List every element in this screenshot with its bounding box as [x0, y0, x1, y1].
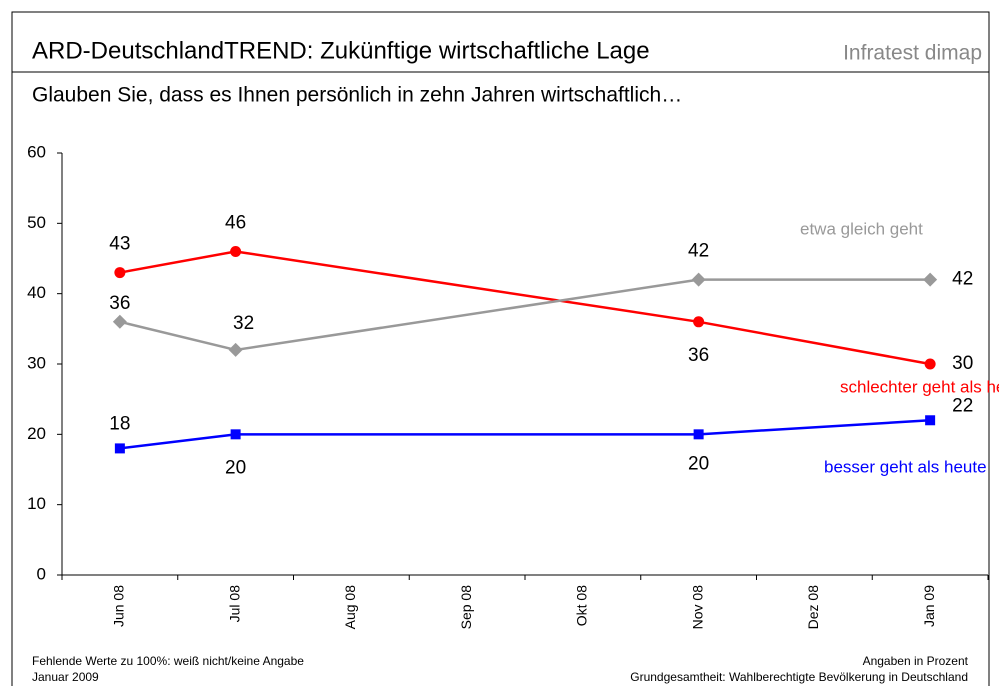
marker	[693, 316, 705, 328]
value-label: 30	[952, 353, 973, 374]
marker	[114, 443, 125, 454]
brand: Infratest dimap	[843, 42, 982, 65]
value-label: 46	[225, 212, 246, 233]
y-tick-label: 10	[27, 494, 46, 513]
value-label: 20	[225, 457, 246, 478]
x-tick-label: Okt 08	[574, 585, 590, 626]
marker	[228, 342, 243, 357]
marker	[923, 272, 938, 287]
x-tick-label: Dez 08	[805, 585, 821, 630]
y-tick-label: 20	[27, 424, 46, 443]
frame	[11, 11, 990, 686]
y-tick-label: 60	[27, 142, 46, 161]
series-line	[698, 320, 931, 366]
value-label: 36	[688, 345, 709, 366]
marker	[693, 429, 704, 440]
x-tick-label: Jan 09	[921, 585, 937, 627]
series-label: schlechter geht als heute	[840, 377, 999, 396]
series-line	[235, 278, 699, 352]
marker	[230, 245, 242, 257]
value-label: 22	[952, 395, 973, 416]
value-label: 36	[109, 293, 130, 314]
series-line	[119, 320, 236, 352]
marker	[924, 358, 936, 370]
value-label: 43	[109, 234, 130, 255]
value-label: 20	[688, 453, 709, 474]
chart-title: ARD-DeutschlandTREND: Zukünftige wirtsch…	[32, 37, 650, 64]
subtitle: Glauben Sie, dass es Ihnen persönlich in…	[32, 84, 682, 107]
series-label: etwa gleich geht	[800, 219, 923, 238]
value-label: 18	[109, 413, 130, 434]
series-line	[698, 419, 931, 436]
y-tick-label: 0	[37, 564, 46, 583]
x-tick-label: Jun 08	[111, 585, 127, 627]
marker	[925, 415, 936, 426]
marker	[230, 429, 241, 440]
marker	[691, 272, 706, 287]
series-line	[119, 250, 236, 274]
series-line	[235, 250, 699, 324]
x-tick-label: Sep 08	[458, 585, 474, 630]
marker	[114, 267, 126, 279]
note: Angaben in Prozent	[863, 654, 969, 668]
series-label: besser geht als heute	[824, 457, 987, 476]
y-tick-label: 30	[27, 353, 46, 372]
y-tick-label: 40	[27, 283, 46, 302]
x-tick-label: Nov 08	[689, 585, 705, 630]
x-tick-label: Aug 08	[342, 585, 358, 630]
value-label: 42	[688, 241, 709, 262]
value-label: 42	[952, 269, 973, 290]
footnote: Fehlende Werte zu 100%: weiß nicht/keine…	[32, 654, 304, 668]
y-tick-label: 50	[27, 213, 46, 232]
note: Grundgesamtheit: Wahlberechtigte Bevölke…	[630, 670, 968, 684]
marker	[112, 314, 127, 329]
series-line	[119, 433, 236, 450]
value-label: 32	[233, 313, 254, 334]
x-tick-label: Jul 08	[226, 585, 242, 623]
footnote: Januar 2009	[32, 670, 99, 684]
